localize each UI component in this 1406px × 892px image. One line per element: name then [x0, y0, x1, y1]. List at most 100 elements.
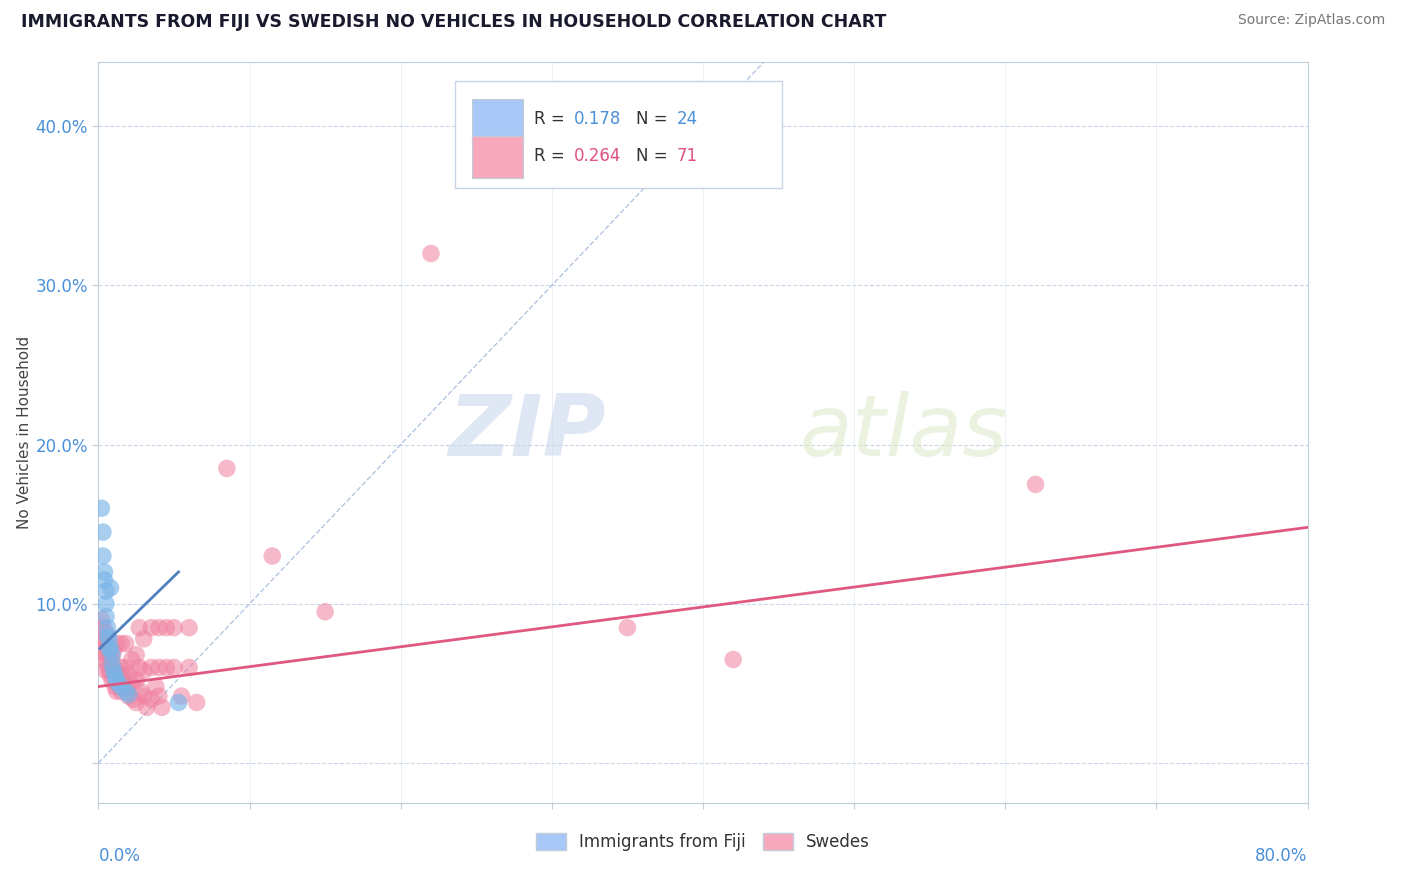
Point	[94, 597, 117, 611]
Text: atlas: atlas	[800, 391, 1008, 475]
Point	[132, 632, 155, 646]
Point	[148, 621, 170, 635]
Point	[135, 700, 157, 714]
Point	[111, 668, 134, 682]
Point	[91, 621, 114, 635]
Point	[141, 660, 163, 674]
Point	[94, 584, 117, 599]
Point	[94, 609, 117, 624]
Point	[90, 613, 112, 627]
Point	[93, 565, 115, 579]
Point	[122, 692, 145, 706]
Point	[107, 668, 129, 682]
Point	[101, 648, 124, 662]
Point	[105, 684, 128, 698]
Point	[215, 461, 238, 475]
Point	[155, 621, 177, 635]
Point	[1024, 477, 1046, 491]
Point	[118, 668, 141, 682]
Text: N =: N =	[637, 146, 673, 165]
Point	[141, 692, 163, 706]
Text: 0.178: 0.178	[574, 110, 621, 128]
FancyBboxPatch shape	[456, 81, 782, 188]
Point	[121, 676, 143, 690]
Point	[103, 664, 125, 678]
Point	[420, 246, 443, 260]
Point	[129, 684, 152, 698]
Point	[145, 680, 167, 694]
Point	[114, 684, 136, 698]
Point	[96, 657, 118, 672]
Point	[103, 644, 125, 658]
Point	[125, 648, 148, 662]
Text: R =: R =	[534, 110, 569, 128]
Point	[98, 641, 121, 656]
Text: 71: 71	[676, 146, 697, 165]
Point	[90, 637, 112, 651]
Point	[148, 689, 170, 703]
Point	[110, 660, 132, 674]
Point	[128, 621, 150, 635]
Point	[105, 637, 128, 651]
Point	[141, 621, 163, 635]
Point	[262, 549, 284, 563]
Point	[132, 689, 155, 703]
Point	[110, 680, 132, 694]
Point	[101, 673, 124, 688]
Point	[148, 660, 170, 674]
Point	[179, 660, 201, 674]
Text: ZIP: ZIP	[449, 391, 606, 475]
Point	[98, 641, 121, 656]
Point	[114, 637, 136, 651]
Point	[91, 549, 114, 563]
Point	[110, 637, 132, 651]
Point	[98, 632, 121, 646]
Point	[110, 684, 132, 698]
Point	[100, 668, 122, 682]
Point	[107, 676, 129, 690]
Point	[167, 696, 190, 710]
Point	[163, 621, 186, 635]
Text: R =: R =	[534, 146, 569, 165]
Text: 80.0%: 80.0%	[1256, 847, 1308, 865]
Point	[163, 660, 186, 674]
Point	[114, 660, 136, 674]
Point	[112, 680, 135, 694]
Text: 24: 24	[676, 110, 697, 128]
Point	[125, 673, 148, 688]
Text: N =: N =	[637, 110, 673, 128]
Point	[96, 621, 118, 635]
Point	[104, 668, 127, 682]
Y-axis label: No Vehicles in Household: No Vehicles in Household	[17, 336, 32, 529]
Point	[105, 664, 128, 678]
Point	[93, 652, 115, 666]
Point	[616, 621, 638, 635]
Point	[108, 680, 131, 694]
Point	[118, 689, 141, 703]
Point	[100, 581, 122, 595]
Point	[115, 680, 138, 694]
Point	[155, 660, 177, 674]
Point	[91, 525, 114, 540]
Point	[101, 657, 124, 672]
Point	[100, 648, 122, 662]
Point	[94, 648, 117, 662]
Point	[101, 652, 124, 666]
Point	[121, 652, 143, 666]
Point	[94, 625, 117, 640]
Point	[118, 688, 141, 702]
Legend: Immigrants from Fiji, Swedes: Immigrants from Fiji, Swedes	[530, 826, 876, 857]
Point	[125, 696, 148, 710]
Text: Source: ZipAtlas.com: Source: ZipAtlas.com	[1237, 13, 1385, 28]
Point	[170, 689, 193, 703]
Point	[105, 673, 128, 688]
Point	[150, 700, 173, 714]
Point	[186, 696, 208, 710]
Point	[98, 664, 121, 678]
Point	[96, 637, 118, 651]
Point	[91, 644, 114, 658]
FancyBboxPatch shape	[472, 136, 523, 178]
Point	[93, 573, 115, 587]
Point	[90, 501, 112, 516]
Text: IMMIGRANTS FROM FIJI VS SWEDISH NO VEHICLES IN HOUSEHOLD CORRELATION CHART: IMMIGRANTS FROM FIJI VS SWEDISH NO VEHIC…	[21, 13, 886, 31]
